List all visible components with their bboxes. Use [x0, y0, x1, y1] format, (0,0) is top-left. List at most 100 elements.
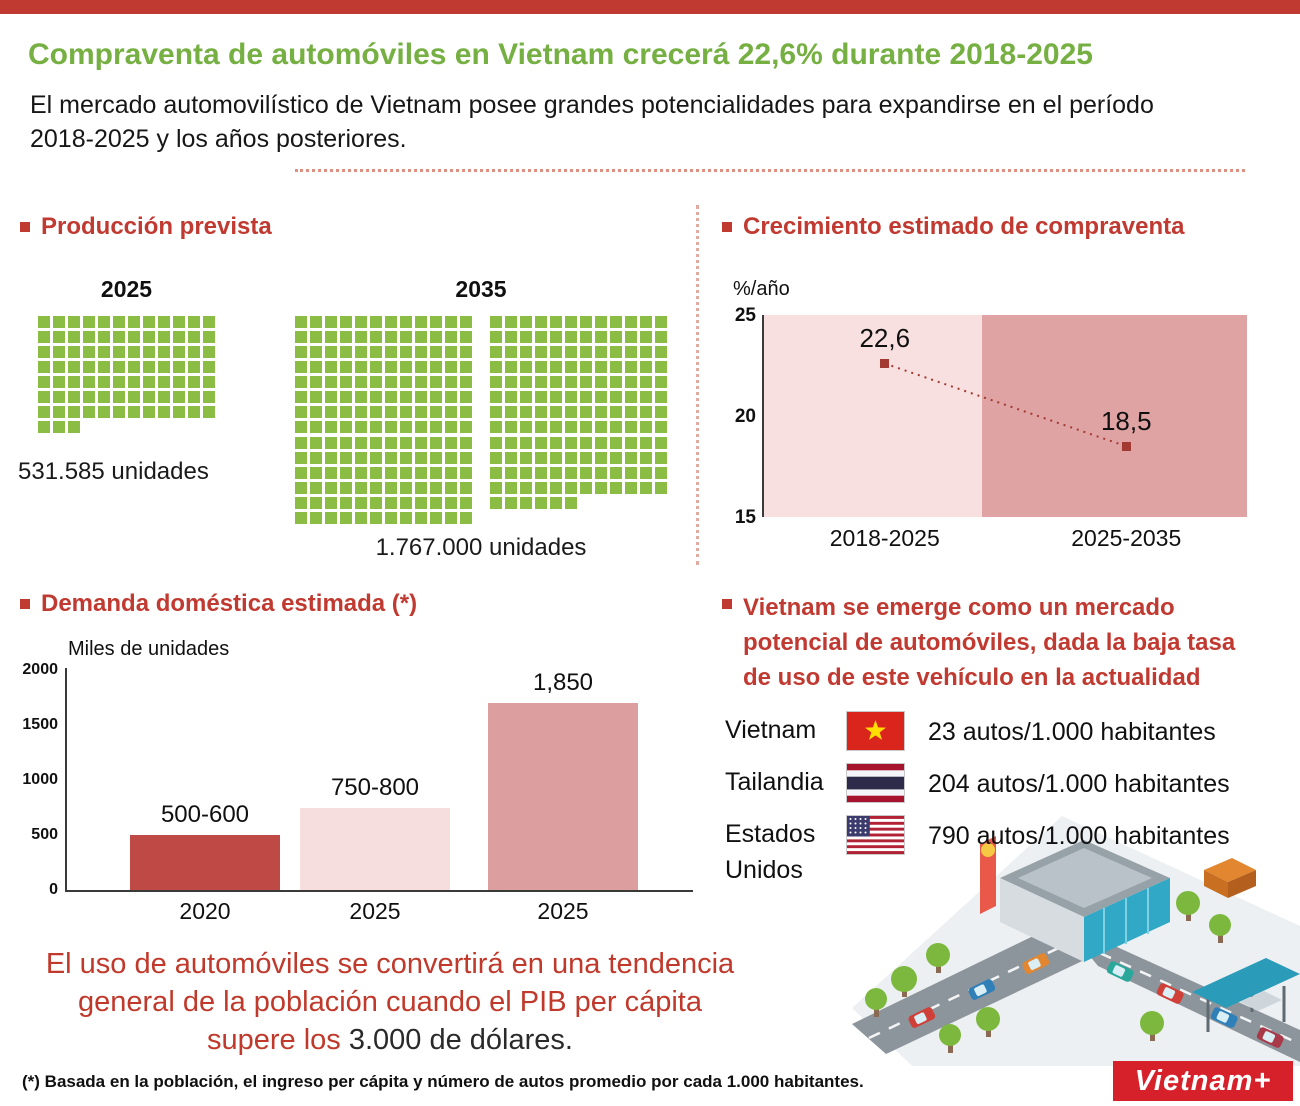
unit-square [610, 467, 622, 479]
market-statement-line2: potencial de automóviles, dada la baja t… [743, 629, 1236, 656]
unit-square [520, 421, 532, 433]
unit-square [430, 421, 442, 433]
unit-square [400, 437, 412, 449]
unit-square [325, 512, 337, 524]
callout-line2: general de la población cuando el PIB pe… [78, 986, 702, 1018]
unit-square [143, 391, 155, 403]
unit-square [580, 452, 592, 464]
market-statement: Vietnam se emerge como un mercado potenc… [722, 590, 1282, 695]
market-statement-text: Vietnam se emerge como un mercado potenc… [743, 590, 1235, 695]
unit-square [655, 437, 667, 449]
unit-square [610, 331, 622, 343]
unit-square [610, 346, 622, 358]
unit-square [565, 452, 577, 464]
unit-square [430, 512, 442, 524]
pictograph-2035-block-2 [490, 316, 667, 433]
unit-square [550, 361, 562, 373]
unit-square [370, 361, 382, 373]
growth-bg-2025-2035 [982, 315, 1247, 517]
demand-x-axis [65, 890, 693, 892]
unit-square [565, 316, 577, 328]
unit-square [565, 331, 577, 343]
unit-square [625, 316, 637, 328]
unit-square [595, 406, 607, 418]
unit-square [595, 437, 607, 449]
unit-square [505, 421, 517, 433]
unit-square [310, 331, 322, 343]
unit-square [355, 316, 367, 328]
unit-square [415, 497, 427, 509]
demand-bar [300, 807, 450, 890]
demand-bar [488, 703, 638, 890]
unit-square [370, 346, 382, 358]
unit-square [655, 316, 667, 328]
demand-bar [130, 835, 280, 890]
unit-square [535, 376, 547, 388]
market-statement-line3: de uso de este vehículo en la actualidad [743, 664, 1201, 691]
unit-square [580, 482, 592, 494]
unit-square [325, 391, 337, 403]
unit-square [445, 497, 457, 509]
unit-square [128, 391, 140, 403]
unit-square [53, 421, 65, 433]
unit-square [490, 391, 502, 403]
unit-square [83, 406, 95, 418]
unit-square [415, 361, 427, 373]
unit-square [520, 331, 532, 343]
unit-square [535, 497, 547, 509]
country-row-thailand: Tailandia 204 autos/1.000 habitantes [725, 764, 1230, 804]
unit-square [460, 497, 472, 509]
unit-square [158, 316, 170, 328]
unit-square [460, 316, 472, 328]
unit-square [550, 316, 562, 328]
unit-square [203, 331, 215, 343]
unit-square [550, 421, 562, 433]
unit-square [535, 316, 547, 328]
unit-square [68, 406, 80, 418]
unit-square [550, 406, 562, 418]
unit-square [370, 437, 382, 449]
unit-square [385, 316, 397, 328]
unit-square [143, 406, 155, 418]
unit-square [325, 482, 337, 494]
unit-square [310, 452, 322, 464]
growth-y-tick: 15 [734, 507, 756, 528]
unit-square [415, 437, 427, 449]
unit-square [505, 497, 517, 509]
growth-y-axis-title: %/año [733, 278, 790, 300]
unit-square [610, 452, 622, 464]
unit-square [295, 406, 307, 418]
unit-square [460, 512, 472, 524]
unit-square [325, 421, 337, 433]
pictograph-2035-block-1 [295, 316, 472, 433]
unit-square [400, 452, 412, 464]
unit-square [505, 361, 517, 373]
unit-square [128, 406, 140, 418]
unit-square [340, 331, 352, 343]
country-label-thailand: Tailandia [725, 768, 824, 796]
unit-square [38, 316, 50, 328]
unit-square [83, 361, 95, 373]
unit-square [400, 406, 412, 418]
unit-square [430, 497, 442, 509]
unit-square [520, 316, 532, 328]
page-title: Compraventa de automóviles en Vietnam cr… [28, 38, 1093, 71]
unit-square [445, 376, 457, 388]
unit-square [595, 331, 607, 343]
unit-square [430, 331, 442, 343]
country-row-vietnam: Vietnam 23 autos/1.000 habitantes [725, 712, 1216, 752]
unit-square [445, 512, 457, 524]
production-year-2035: 2035 [455, 276, 507, 302]
unit-square [370, 497, 382, 509]
unit-square [53, 376, 65, 388]
unit-square [490, 452, 502, 464]
unit-square [550, 346, 562, 358]
unit-square [325, 497, 337, 509]
unit-square [415, 391, 427, 403]
unit-square [490, 316, 502, 328]
unit-square [655, 452, 667, 464]
footnote: (*) Basada en la población, el ingreso p… [22, 1072, 864, 1091]
unit-square [38, 361, 50, 373]
unit-square [415, 512, 427, 524]
unit-square [490, 346, 502, 358]
